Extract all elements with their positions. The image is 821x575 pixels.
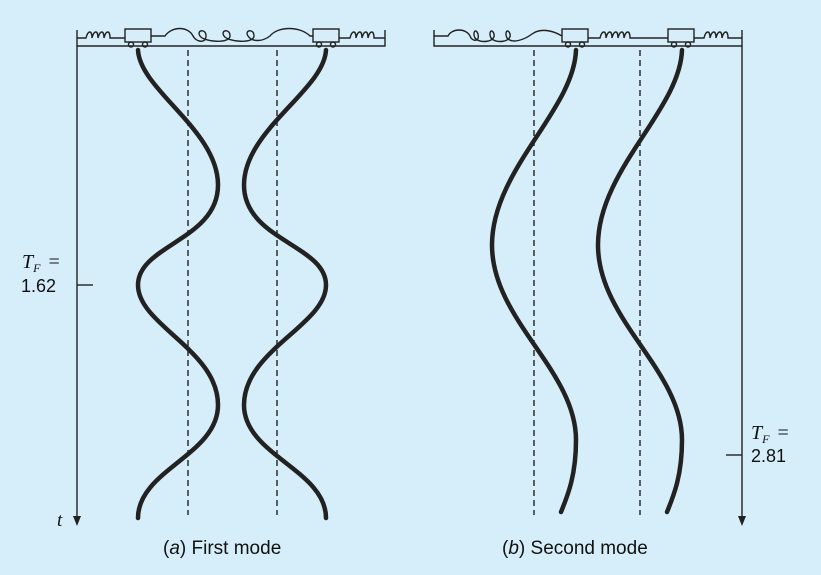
panel-a-time-arrowhead bbox=[73, 516, 81, 526]
panel-a-left-spring bbox=[77, 31, 125, 39]
panel-b-period-value: 2.81 bbox=[751, 446, 787, 466]
panel-b-time-arrowhead bbox=[738, 516, 746, 526]
time-axis-label: t bbox=[57, 510, 63, 531]
panel-a-mass-1-trajectory bbox=[135, 47, 221, 521]
panel-b-second-mode bbox=[433, 28, 746, 526]
panel-b-caption: (b) Second mode bbox=[502, 538, 648, 559]
panel-a-first-mode bbox=[73, 27, 386, 526]
panel-b-right-spring bbox=[694, 31, 742, 39]
panel-b-coupling-spring bbox=[588, 31, 668, 39]
panel-b-mass-2-trajectory bbox=[595, 47, 685, 515]
panel-a-mass-2-trajectory bbox=[241, 47, 329, 521]
panel-a-right-spring bbox=[339, 31, 385, 39]
panel-a-period-symbol: TF = bbox=[22, 251, 60, 275]
panel-b-right-cart bbox=[667, 28, 695, 48]
panel-b-mass-1-trajectory bbox=[489, 47, 579, 515]
panel-a-caption: (a) First mode bbox=[163, 538, 282, 559]
panel-a-period-value: 1.62 bbox=[21, 276, 57, 296]
panel-b-left-cart bbox=[561, 28, 589, 48]
panel-b-left-spring bbox=[434, 29, 563, 43]
panel-a-left-cart bbox=[124, 28, 152, 48]
panel-b-period-symbol: TF = bbox=[751, 422, 789, 446]
panel-a-right-cart bbox=[312, 28, 340, 48]
panel-a-coupling-spring bbox=[151, 27, 313, 42]
